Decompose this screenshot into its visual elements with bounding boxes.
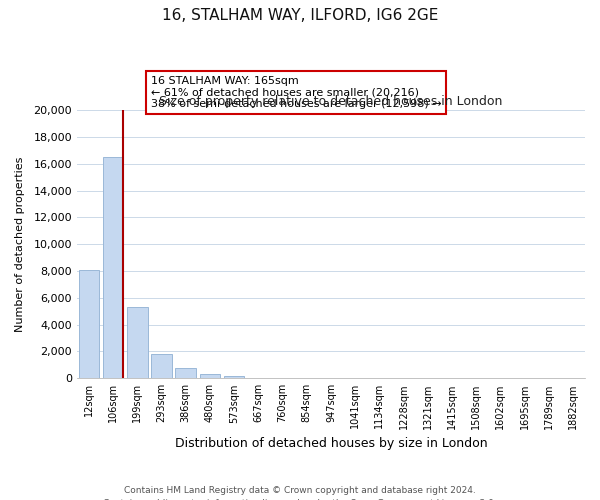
Text: Contains public sector information licensed under the Open Government Licence v3: Contains public sector information licen… bbox=[103, 498, 497, 500]
Bar bbox=[200, 374, 220, 378]
Bar bbox=[127, 307, 148, 378]
Title: Size of property relative to detached houses in London: Size of property relative to detached ho… bbox=[159, 94, 503, 108]
Bar bbox=[79, 270, 99, 378]
Text: Contains HM Land Registry data © Crown copyright and database right 2024.: Contains HM Land Registry data © Crown c… bbox=[124, 486, 476, 495]
X-axis label: Distribution of detached houses by size in London: Distribution of detached houses by size … bbox=[175, 437, 487, 450]
Bar bbox=[103, 157, 124, 378]
Text: 16 STALHAM WAY: 165sqm
← 61% of detached houses are smaller (20,216)
38% of semi: 16 STALHAM WAY: 165sqm ← 61% of detached… bbox=[151, 76, 441, 109]
Bar bbox=[151, 354, 172, 378]
Bar bbox=[224, 376, 244, 378]
Bar bbox=[175, 368, 196, 378]
Text: 16, STALHAM WAY, ILFORD, IG6 2GE: 16, STALHAM WAY, ILFORD, IG6 2GE bbox=[162, 8, 438, 22]
Y-axis label: Number of detached properties: Number of detached properties bbox=[15, 156, 25, 332]
